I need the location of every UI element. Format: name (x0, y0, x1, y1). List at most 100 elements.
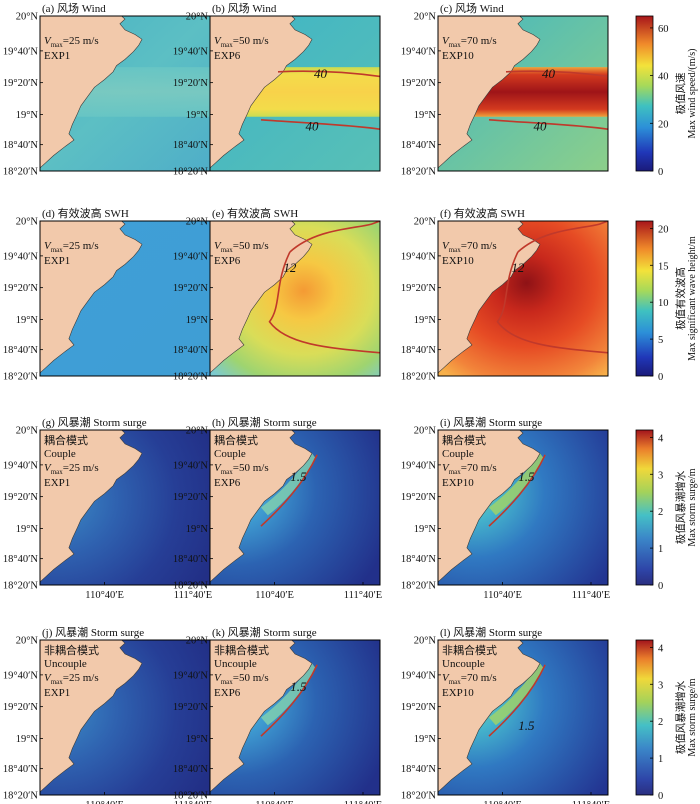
panel-frame (437, 220, 609, 377)
panel-frame (437, 639, 609, 796)
lat-tick-label: 18°20′N (3, 791, 38, 802)
lon-tick-label: 111°40′E (344, 800, 382, 804)
colorbar-tick-label: 2 (658, 717, 663, 728)
colorbar-tick-label: 20 (658, 119, 669, 130)
land-mass (40, 430, 143, 583)
lon-tick-label: 110°40′E (255, 800, 294, 804)
panel-frame (209, 639, 381, 796)
contour-line (496, 221, 608, 354)
contour-line (488, 119, 608, 130)
lat-tick-label: 19°N (16, 315, 39, 326)
lat-tick-label: 18°20′N (3, 372, 38, 383)
contour-line (488, 664, 546, 737)
panel-title: (e) 有效波高 SWH (212, 206, 298, 220)
colorbar-cn-label: 极值风速 (674, 72, 687, 114)
lat-tick-label: 20°N (16, 426, 39, 437)
panel-title: (i) 风暴潮 Storm surge (440, 415, 542, 429)
panel-frame (437, 15, 609, 172)
panel-frame (437, 429, 609, 586)
panel-title: (b) 风场 Wind (212, 1, 277, 15)
lat-tick-label: 19°20′N (401, 702, 436, 713)
mode-en-label: Uncouple (44, 658, 87, 670)
vmax-label: Vmax=50 m/s (214, 462, 269, 476)
contour-line (260, 664, 318, 737)
lat-tick-label: 18°40′N (401, 554, 436, 565)
panel-title: (c) 风场 Wind (440, 1, 504, 15)
exp-label: EXP6 (214, 50, 241, 62)
lat-tick-label: 19°N (16, 110, 39, 121)
lon-tick-label: 111°40′E (174, 590, 212, 601)
lat-tick-label: 20°N (414, 636, 437, 647)
lat-tick-label: 19°40′N (3, 251, 38, 262)
colorbar-tick-label: 60 (658, 24, 669, 35)
colorbar-scale (635, 15, 654, 172)
colorbar-tick-label: 4 (658, 643, 664, 654)
lat-tick-label: 18°20′N (401, 167, 436, 178)
panel-frame (209, 15, 381, 172)
lon-tick-label: 110°40′E (85, 590, 124, 601)
lat-tick-label: 18°20′N (401, 581, 436, 592)
colorbar-surge_couple: 4 3 2 1 0 极值风暴潮增水 Max storm surge/m (635, 429, 698, 592)
surge-hotspot (261, 663, 316, 726)
land-mass (438, 640, 541, 793)
colorbar-swh: 20 15 10 5 0 极值有效波高 Max significant wave heigh… (635, 220, 698, 383)
mode-label: 耦合模式 (44, 433, 88, 447)
lat-tick-label: 19°N (186, 110, 209, 121)
lat-tick-label: 18°40′N (173, 345, 208, 356)
lat-tick-label: 20°N (414, 426, 437, 437)
lon-tick-label: 110°40′E (483, 590, 522, 601)
exp-label: EXP6 (214, 255, 241, 267)
exp-label: EXP10 (442, 687, 474, 699)
lat-tick-label: 18°20′N (173, 372, 208, 383)
land-mass (438, 430, 541, 583)
mode-label: 耦合模式 (214, 433, 258, 447)
panel-title: (l) 风暴潮 Storm surge (440, 625, 542, 639)
lat-tick-label: 20°N (16, 636, 39, 647)
land-mass (210, 430, 313, 583)
exp-label: EXP10 (442, 50, 474, 62)
lat-tick-label: 19°40′N (401, 46, 436, 57)
panel-title: (h) 风暴潮 Storm surge (212, 415, 317, 429)
mode-en-label: Couple (442, 448, 474, 460)
lat-tick-label: 20°N (186, 426, 209, 437)
lat-tick-label: 19°N (414, 110, 437, 121)
lat-tick-label: 19°20′N (401, 492, 436, 503)
colorbar-tick-label: 0 (658, 372, 663, 383)
lat-tick-label: 20°N (16, 12, 39, 23)
lat-tick-label: 19°40′N (173, 460, 208, 471)
mode-en-label: Couple (214, 448, 246, 460)
contour-label: 12 (283, 260, 297, 275)
lon-tick-label: 110°40′E (85, 800, 124, 804)
colorbar-tick-label: 0 (658, 791, 663, 802)
lat-tick-label: 19°40′N (173, 670, 208, 681)
lon-tick-label: 111°40′E (572, 590, 610, 601)
colorbar-wind: 60 40 20 0 极值风速 Max wind speed/(m/s) (635, 15, 698, 178)
vmax-label: Vmax=25 m/s (44, 240, 99, 254)
colorbar-tick-label: 40 (658, 72, 669, 83)
lat-tick-label: 18°40′N (173, 764, 208, 775)
panel-title: (a) 风场 Wind (42, 1, 106, 15)
lat-tick-label: 19°40′N (401, 460, 436, 471)
lat-tick-label: 19°20′N (173, 78, 208, 89)
lat-tick-label: 18°40′N (173, 140, 208, 151)
lat-tick-label: 18°20′N (3, 167, 38, 178)
lat-tick-label: 18°20′N (173, 791, 208, 802)
lon-tick-label: 110°40′E (255, 590, 294, 601)
exp-label: EXP6 (214, 687, 241, 699)
vmax-label: Vmax=50 m/s (214, 35, 269, 49)
lat-tick-label: 19°40′N (3, 670, 38, 681)
vmax-label: Vmax=70 m/s (442, 672, 497, 686)
lat-tick-label: 19°N (414, 315, 437, 326)
panel-title: (d) 有效波高 SWH (42, 206, 129, 220)
lat-tick-label: 19°N (186, 315, 209, 326)
